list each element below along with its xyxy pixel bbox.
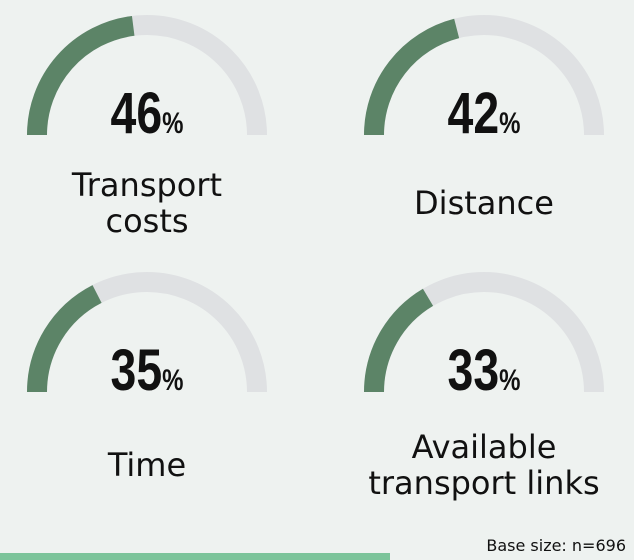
gauge-value [27,285,102,393]
footer-bar [0,553,390,560]
gauge-value [364,288,434,393]
gauge-label: Available transport links [368,428,600,502]
value-label: 35% [111,338,184,403]
gauge-value [364,18,460,136]
value-label: 33% [448,338,521,403]
value-label: 46% [111,81,184,146]
gauge-label: Transport costs [71,166,223,240]
gauge-value [27,15,135,136]
gauge-label: Time [107,446,187,484]
base-size-note: Base size: n=696 [486,536,626,555]
gauge-label: Distance [414,184,554,222]
value-label: 42% [448,81,521,146]
